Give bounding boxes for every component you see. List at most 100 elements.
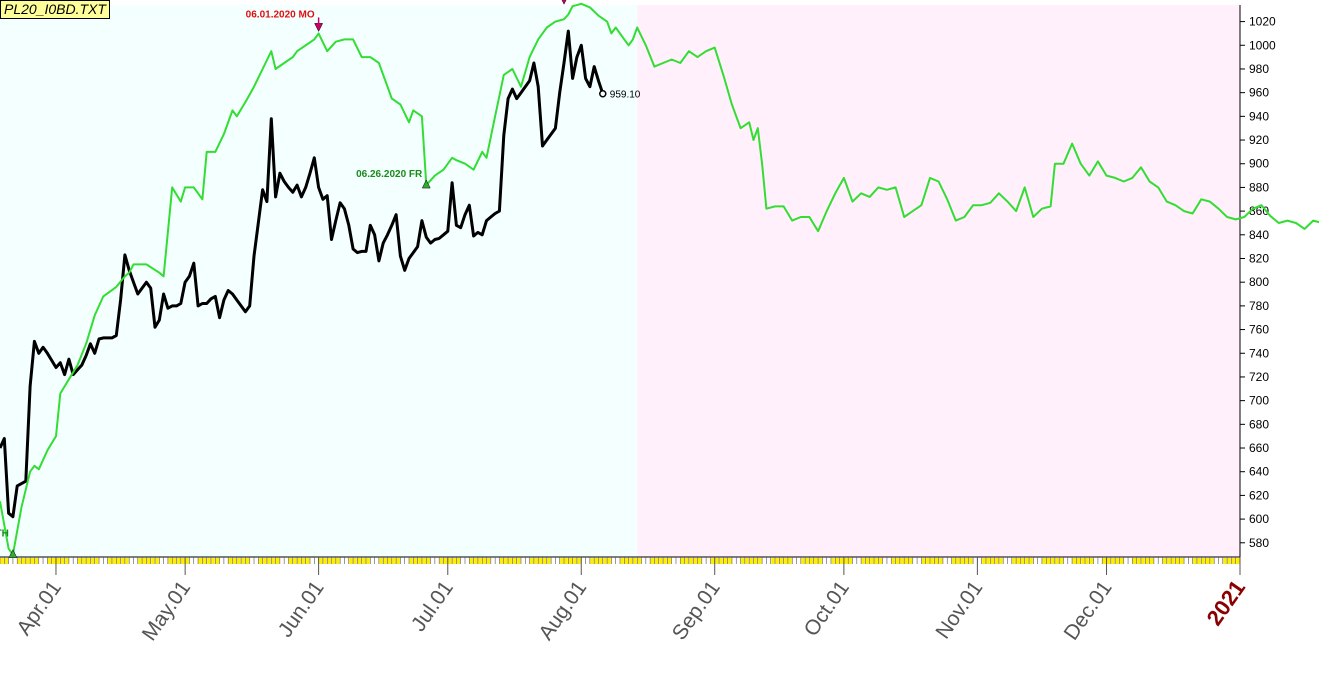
day-cell bbox=[340, 558, 344, 564]
day-cell bbox=[332, 558, 336, 564]
day-cell bbox=[1150, 558, 1154, 564]
day-cell bbox=[276, 558, 280, 564]
x-month-label: Oct.01 bbox=[800, 577, 854, 641]
low-date-label: TH bbox=[0, 529, 9, 540]
day-cell bbox=[745, 558, 749, 564]
y-tick-label: 600 bbox=[1249, 512, 1269, 526]
day-cell bbox=[538, 558, 542, 564]
day-cell bbox=[517, 558, 521, 564]
file-name-label: PL20_I0BD.TXT bbox=[0, 0, 110, 19]
day-cell bbox=[620, 558, 624, 564]
day-cell bbox=[1029, 558, 1033, 564]
day-cell bbox=[1003, 558, 1007, 564]
day-cell bbox=[142, 558, 146, 564]
day-cell bbox=[1059, 558, 1063, 564]
high-date-label: 06.01.2020 MO bbox=[246, 9, 315, 20]
y-tick: 840 bbox=[1240, 228, 1269, 242]
day-cell bbox=[504, 558, 508, 564]
day-cell bbox=[543, 558, 547, 564]
day-cell bbox=[1102, 558, 1107, 564]
day-cell bbox=[990, 558, 995, 564]
day-cell bbox=[78, 558, 82, 564]
day-cell bbox=[732, 558, 736, 564]
day-cell bbox=[1206, 558, 1210, 564]
day-cell bbox=[568, 558, 573, 564]
day-cell bbox=[34, 558, 39, 564]
y-tick-label: 980 bbox=[1249, 62, 1269, 76]
day-cell bbox=[482, 558, 487, 564]
day-cell bbox=[164, 558, 168, 564]
day-cell bbox=[896, 558, 900, 564]
day-cell bbox=[1163, 558, 1167, 564]
x-month-label: Aug.01 bbox=[534, 577, 591, 645]
y-tick-label: 660 bbox=[1249, 441, 1269, 455]
day-cell bbox=[138, 558, 142, 564]
day-cell bbox=[865, 558, 870, 564]
low-marker: TH bbox=[0, 529, 18, 558]
day-cell bbox=[521, 558, 525, 564]
y-tick-label: 840 bbox=[1249, 228, 1269, 242]
day-cell bbox=[133, 558, 138, 564]
day-cell bbox=[710, 558, 715, 564]
day-cell bbox=[336, 558, 340, 564]
day-cell bbox=[973, 558, 977, 564]
day-cell bbox=[883, 558, 887, 564]
day-cell bbox=[241, 558, 245, 564]
day-cell bbox=[0, 558, 4, 564]
day-cell bbox=[921, 558, 926, 564]
day-cell bbox=[1158, 558, 1162, 564]
day-cell bbox=[1033, 558, 1038, 564]
day-cell bbox=[168, 558, 172, 564]
series-layer bbox=[0, 2, 1319, 556]
day-cell bbox=[108, 558, 112, 564]
y-axis: 580 600 620 640 660 680 700 720 740 760 780 800 820 8… bbox=[1239, 5, 1276, 561]
day-cell bbox=[650, 558, 654, 564]
day-cell bbox=[26, 558, 30, 564]
day-cell bbox=[370, 558, 375, 564]
day-cell bbox=[228, 558, 232, 564]
down-arrow-icon bbox=[561, 0, 567, 5]
day-cell bbox=[121, 558, 125, 564]
day-cell bbox=[964, 558, 969, 564]
day-cell bbox=[878, 558, 883, 564]
day-cell bbox=[870, 558, 874, 564]
day-cell bbox=[642, 558, 646, 564]
day-cell bbox=[357, 558, 362, 564]
day-cell bbox=[1089, 558, 1094, 564]
day-cell bbox=[680, 558, 685, 564]
day-cell bbox=[762, 558, 766, 564]
day-cell bbox=[47, 558, 52, 564]
day-cell bbox=[611, 558, 616, 564]
day-cell bbox=[17, 558, 22, 564]
day-cell bbox=[1107, 558, 1111, 564]
day-cell bbox=[375, 558, 379, 564]
day-cell bbox=[314, 558, 319, 564]
day-cell bbox=[693, 558, 697, 564]
day-cell bbox=[426, 558, 431, 564]
y-tick-label: 700 bbox=[1249, 394, 1269, 408]
day-cell bbox=[715, 558, 719, 564]
day-cell bbox=[431, 558, 435, 564]
day-cell bbox=[207, 558, 211, 564]
day-cell bbox=[508, 558, 512, 564]
day-cell bbox=[801, 558, 805, 564]
day-cell bbox=[30, 558, 34, 564]
day-cell bbox=[775, 558, 779, 564]
low-date-label: 06.26.2020 FR bbox=[356, 169, 423, 180]
day-cell bbox=[435, 558, 439, 564]
day-cell bbox=[917, 558, 921, 564]
day-cell bbox=[383, 558, 387, 564]
day-cell bbox=[934, 558, 939, 564]
day-cell bbox=[388, 558, 392, 564]
day-cell bbox=[1201, 558, 1206, 564]
day-cell bbox=[1223, 558, 1227, 564]
day-cell bbox=[159, 558, 164, 564]
y-tick: 880 bbox=[1240, 180, 1269, 194]
day-cell bbox=[362, 558, 366, 564]
day-cell bbox=[90, 558, 95, 564]
day-cell bbox=[198, 558, 202, 564]
y-tick: 820 bbox=[1240, 251, 1269, 265]
day-cell bbox=[1063, 558, 1068, 564]
y-tick-label: 680 bbox=[1249, 417, 1269, 431]
day-cell bbox=[1076, 558, 1081, 564]
